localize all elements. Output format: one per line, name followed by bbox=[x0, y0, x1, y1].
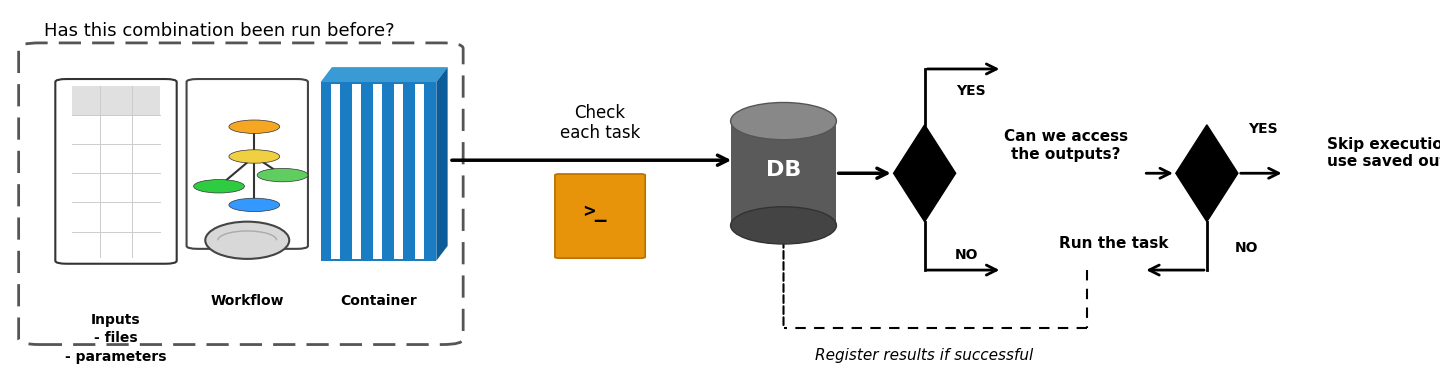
Ellipse shape bbox=[206, 222, 289, 259]
Text: NO: NO bbox=[1234, 241, 1259, 255]
Polygon shape bbox=[894, 125, 956, 222]
Circle shape bbox=[229, 150, 279, 163]
Text: YES: YES bbox=[956, 84, 986, 98]
Polygon shape bbox=[436, 67, 448, 261]
Text: Skip execution,
use saved outputs: Skip execution, use saved outputs bbox=[1326, 136, 1440, 169]
Bar bbox=[72, 86, 160, 116]
Circle shape bbox=[229, 198, 279, 212]
Text: Check
each task: Check each task bbox=[560, 104, 641, 142]
Text: YES: YES bbox=[1248, 122, 1279, 136]
Text: Container: Container bbox=[340, 294, 416, 308]
Text: Can we access
the outputs?: Can we access the outputs? bbox=[1004, 129, 1128, 162]
Text: NO: NO bbox=[955, 248, 979, 262]
Text: Register results if successful: Register results if successful bbox=[815, 348, 1034, 363]
Bar bbox=[373, 84, 382, 259]
Circle shape bbox=[258, 168, 308, 182]
Ellipse shape bbox=[730, 207, 837, 244]
Bar bbox=[353, 84, 361, 259]
Bar bbox=[321, 82, 436, 261]
Polygon shape bbox=[1176, 125, 1238, 222]
FancyBboxPatch shape bbox=[19, 43, 464, 345]
Bar bbox=[395, 84, 403, 259]
Text: DB: DB bbox=[766, 160, 801, 179]
Text: Has this combination been run before?: Has this combination been run before? bbox=[43, 22, 395, 40]
Polygon shape bbox=[321, 67, 448, 82]
Ellipse shape bbox=[730, 103, 837, 140]
Text: >_: >_ bbox=[583, 203, 606, 222]
FancyBboxPatch shape bbox=[55, 79, 177, 264]
Text: Inputs
- files
- parameters: Inputs - files - parameters bbox=[65, 313, 167, 364]
Circle shape bbox=[229, 120, 279, 133]
FancyBboxPatch shape bbox=[554, 174, 645, 258]
Bar bbox=[331, 84, 340, 259]
Bar bbox=[730, 121, 837, 225]
Circle shape bbox=[193, 180, 245, 193]
FancyBboxPatch shape bbox=[187, 79, 308, 249]
Text: Run the task: Run the task bbox=[1058, 236, 1168, 252]
Bar bbox=[415, 84, 425, 259]
Text: Workflow: Workflow bbox=[210, 294, 284, 308]
